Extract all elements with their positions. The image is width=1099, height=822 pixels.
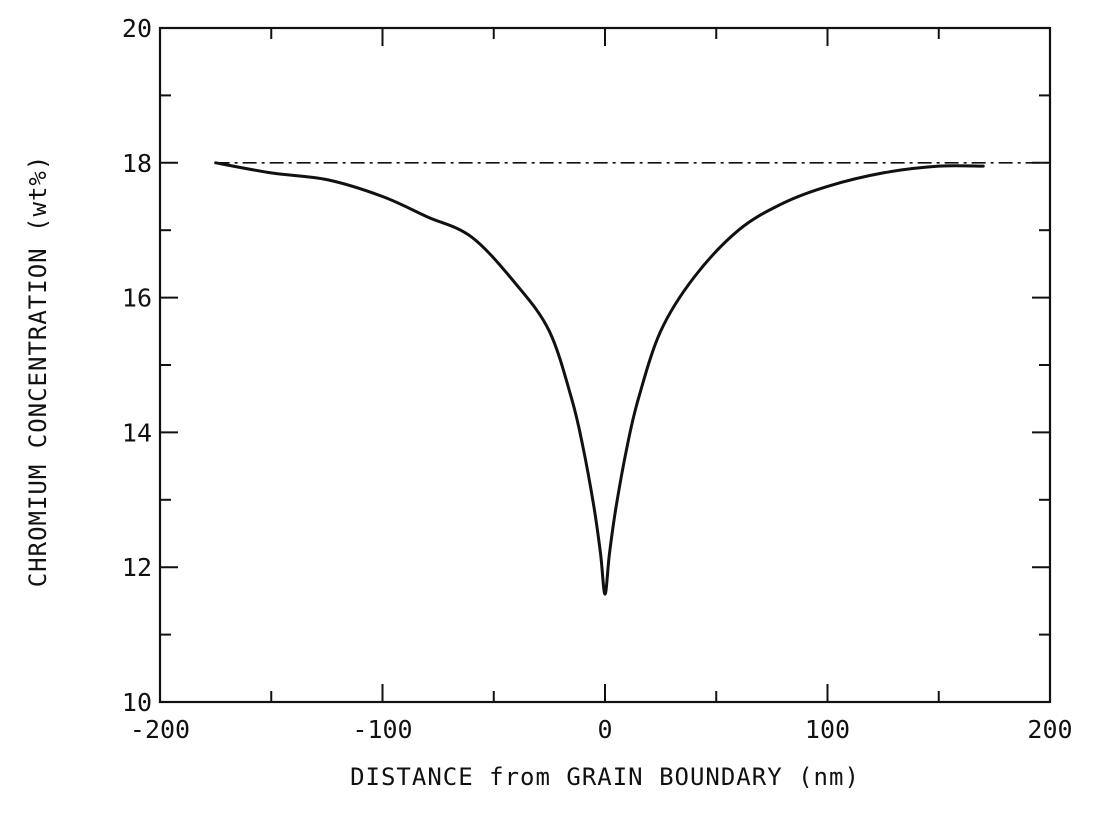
- y-tick-label: 20: [122, 14, 152, 43]
- y-tick-label: 10: [122, 688, 152, 717]
- x-tick-label: -100: [352, 715, 412, 744]
- plot-frame: [158, 26, 1052, 704]
- tick-labels: -200 -100 0 100 200 10 12 14 16 18 20: [122, 14, 1073, 744]
- y-axis-label: CHROMIUM CONCENTRATION (wt%): [24, 155, 52, 588]
- y-tick-label: 12: [122, 553, 152, 582]
- x-axis-label: DISTANCE from GRAIN BOUNDARY (nm): [350, 763, 860, 791]
- x-tick-label: 0: [597, 715, 612, 744]
- series-group: [214, 161, 1050, 596]
- x-tick-label: 200: [1027, 715, 1072, 744]
- x-tick-label: 100: [805, 715, 850, 744]
- y-tick-label: 14: [122, 418, 152, 447]
- y-tick-label: 16: [122, 284, 152, 313]
- axis-ticks: [159, 27, 1051, 703]
- concentration-profile-line: [214, 161, 985, 596]
- y-tick-label: 18: [122, 149, 152, 178]
- x-tick-label: -200: [130, 715, 190, 744]
